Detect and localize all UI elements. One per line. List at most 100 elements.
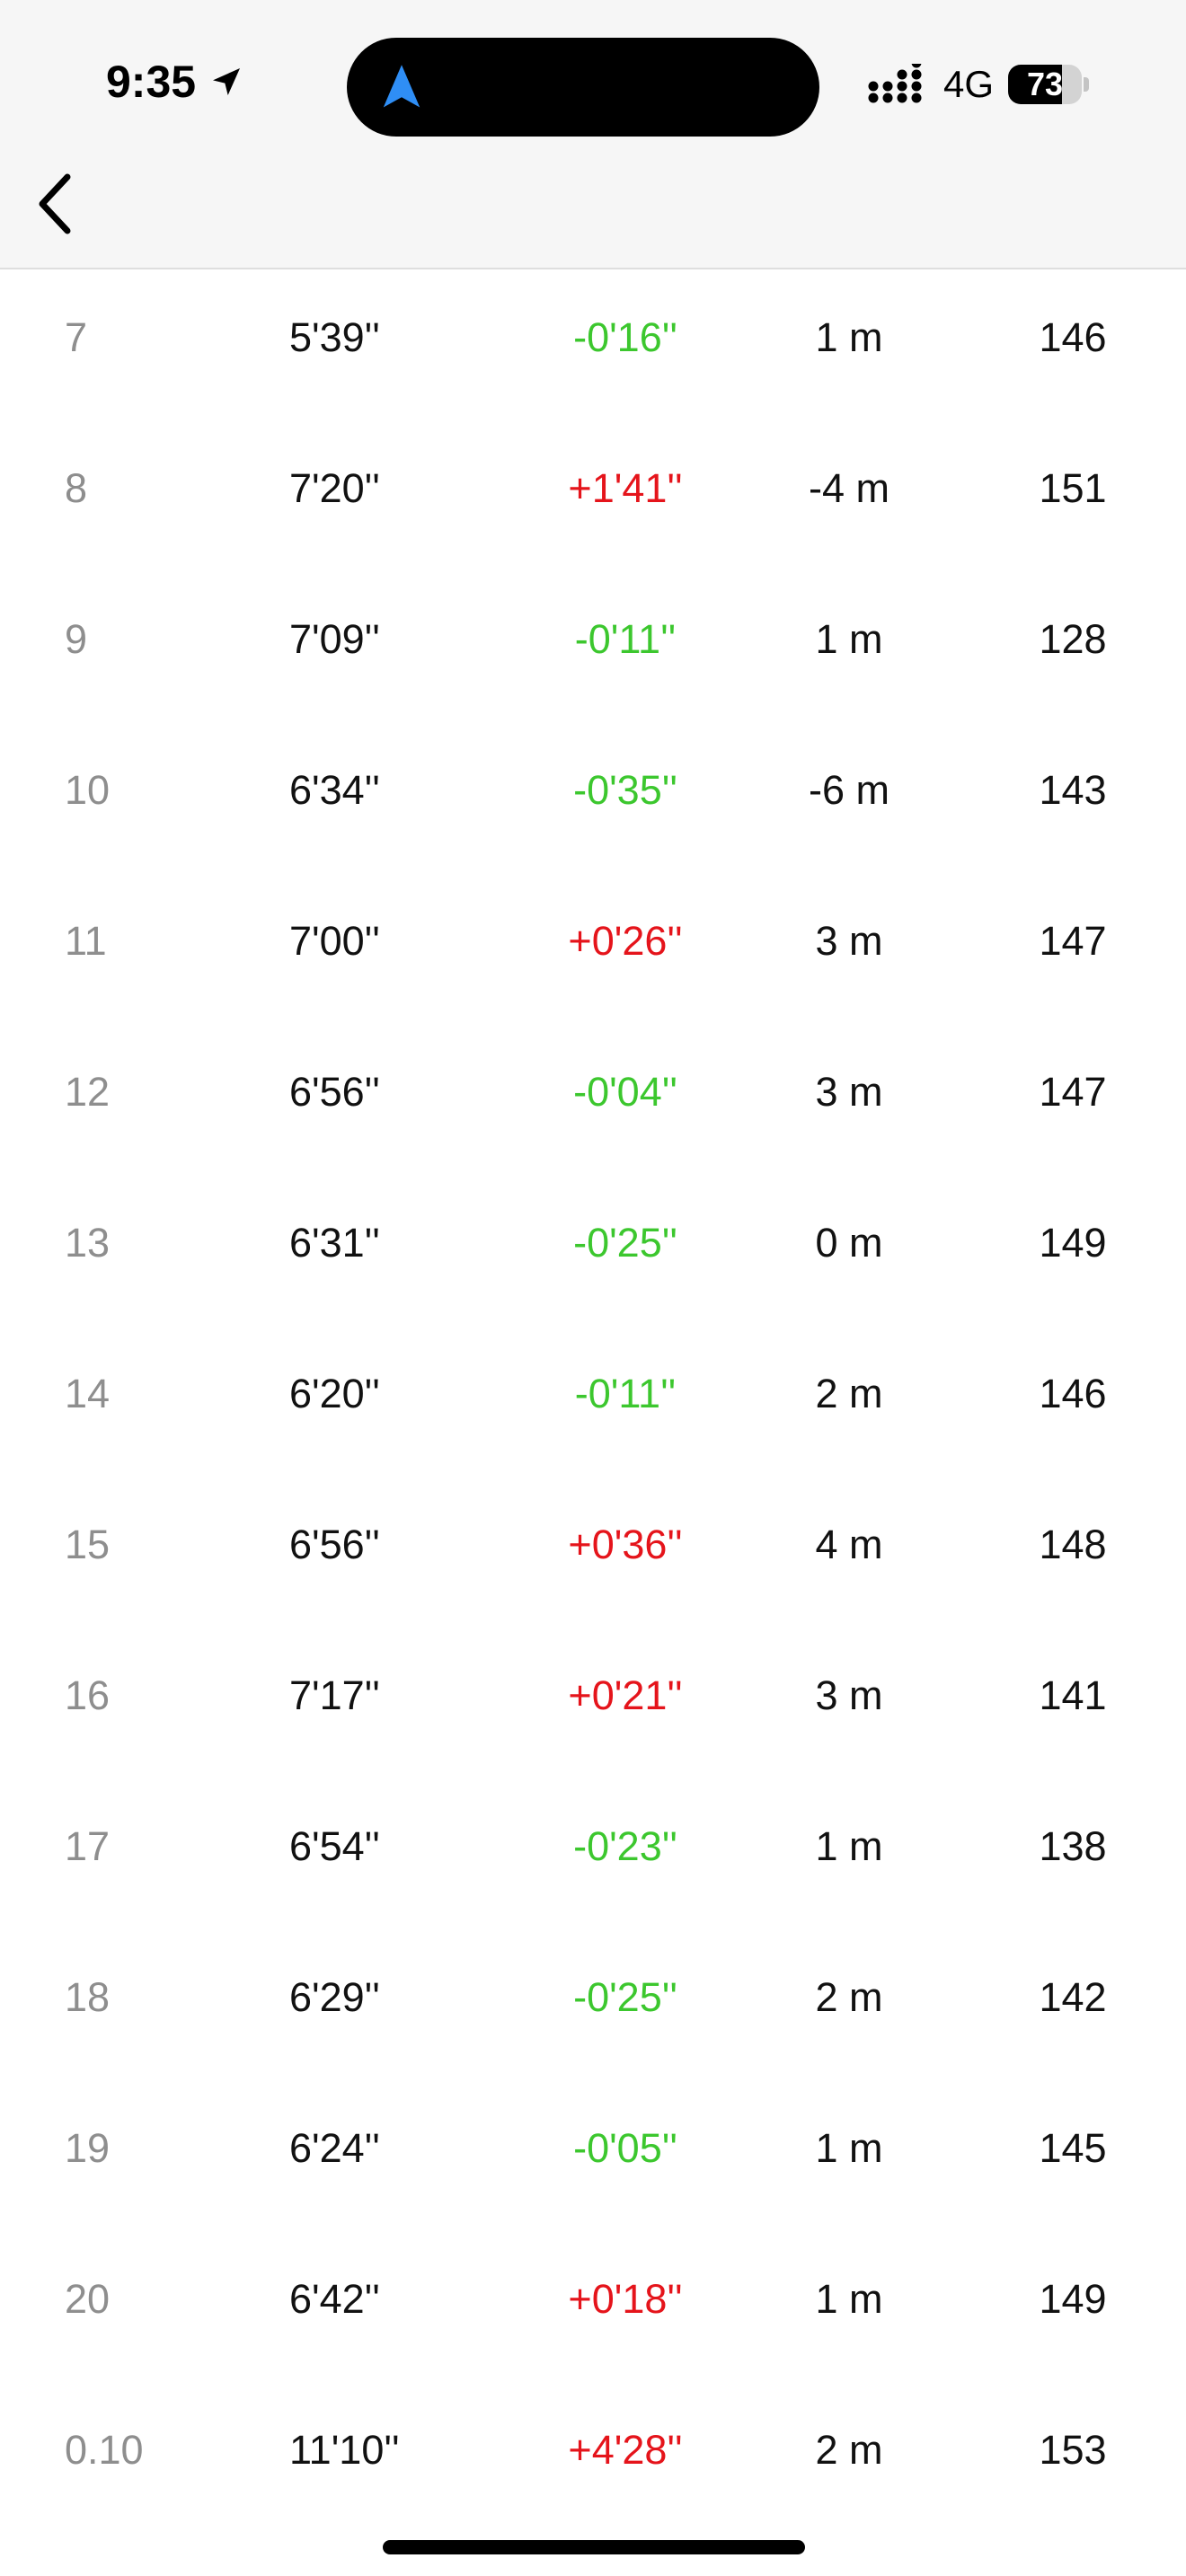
split-elevation: 1 m xyxy=(815,1823,883,1869)
split-heart-rate: 143 xyxy=(1039,767,1107,813)
split-heart-rate: 149 xyxy=(1039,2276,1107,2322)
split-pace-diff: -0'25'' xyxy=(573,1974,677,2020)
chevron-left-icon xyxy=(39,173,71,234)
split-heart-rate: 128 xyxy=(1039,616,1107,662)
split-pace-diff: -0'25'' xyxy=(573,1220,677,1266)
split-elevation: 1 m xyxy=(815,616,883,662)
top-bar: 9:35 4G 73 xyxy=(0,0,1186,269)
split-index: 0.10 xyxy=(65,2427,144,2473)
split-index: 18 xyxy=(65,1974,111,2020)
split-row: 8 7'20'' +1'41'' -4 m 151 xyxy=(0,420,1186,571)
split-row: 7 5'39'' -0'16'' 1 m 146 xyxy=(0,269,1186,420)
split-row: 13 6'31'' -0'25'' 0 m 149 xyxy=(0,1175,1186,1326)
split-row: 16 7'17'' +0'21'' 3 m 141 xyxy=(0,1628,1186,1778)
split-elevation: 2 m xyxy=(815,2427,883,2473)
split-pace: 6'56'' xyxy=(289,1522,380,1567)
battery-level: 73 xyxy=(1027,66,1064,102)
splits-list[interactable]: 7 5'39'' -0'16'' 1 m 146 8 7'20'' +1'41'' -4 m 15… xyxy=(0,269,1186,2533)
split-row: 19 6'24'' -0'05'' 1 m 145 xyxy=(0,2080,1186,2231)
navigation-arrow-icon xyxy=(383,65,420,108)
split-heart-rate: 148 xyxy=(1039,1522,1107,1567)
split-elevation: 3 m xyxy=(815,1672,883,1718)
split-pace: 6'29'' xyxy=(289,1974,380,2020)
split-heart-rate: 141 xyxy=(1039,1672,1107,1718)
split-row: 0.10 11'10'' +4'28'' 2 m 153 xyxy=(0,2382,1186,2533)
split-elevation: 1 m xyxy=(815,2276,883,2322)
split-pace: 6'56'' xyxy=(289,1069,380,1115)
split-elevation: 1 m xyxy=(815,314,883,360)
split-pace-diff: +0'36'' xyxy=(568,1522,683,1567)
split-elevation: 4 m xyxy=(815,1522,883,1567)
split-heart-rate: 151 xyxy=(1039,465,1107,511)
battery-nub xyxy=(1084,77,1090,92)
split-heart-rate: 146 xyxy=(1039,314,1107,360)
split-row: 10 6'34'' -0'35'' -6 m 143 xyxy=(0,722,1186,873)
split-index: 7 xyxy=(65,314,88,360)
split-heart-rate: 153 xyxy=(1039,2427,1107,2473)
signal-dots-icon xyxy=(868,64,922,103)
split-pace: 6'31'' xyxy=(289,1220,380,1266)
split-pace-diff: -0'16'' xyxy=(573,314,677,360)
split-pace: 7'09'' xyxy=(289,616,380,662)
home-indicator[interactable] xyxy=(383,2540,805,2554)
split-index: 15 xyxy=(65,1522,111,1567)
split-heart-rate: 138 xyxy=(1039,1823,1107,1869)
split-elevation: 2 m xyxy=(815,1371,883,1416)
location-arrow-icon xyxy=(213,68,241,95)
split-pace-diff: -0'05'' xyxy=(573,2125,677,2171)
split-index: 16 xyxy=(65,1672,111,1718)
split-row: 15 6'56'' +0'36'' 4 m 148 xyxy=(0,1477,1186,1628)
split-pace: 7'20'' xyxy=(289,465,380,511)
split-row: 14 6'20'' -0'11'' 2 m 146 xyxy=(0,1326,1186,1477)
split-index: 20 xyxy=(65,2276,111,2322)
split-pace-diff: +0'26'' xyxy=(568,918,683,964)
split-index: 8 xyxy=(65,465,88,511)
split-row: 12 6'56'' -0'04'' 3 m 147 xyxy=(0,1024,1186,1175)
split-pace: 6'54'' xyxy=(289,1823,380,1869)
split-heart-rate: 142 xyxy=(1039,1974,1107,2020)
split-pace-diff: +0'21'' xyxy=(568,1672,683,1718)
split-elevation: -4 m xyxy=(809,465,890,511)
split-pace-diff: -0'11'' xyxy=(574,1371,677,1416)
split-row: 18 6'29'' -0'25'' 2 m 142 xyxy=(0,1929,1186,2080)
status-indicators: 4G 73 xyxy=(868,63,1090,106)
split-pace-diff: +4'28'' xyxy=(568,2427,683,2473)
split-row: 17 6'54'' -0'23'' 1 m 138 xyxy=(0,1778,1186,1929)
split-heart-rate: 145 xyxy=(1039,2125,1107,2171)
split-pace: 6'24'' xyxy=(289,2125,380,2171)
split-index: 9 xyxy=(65,616,88,662)
back-button[interactable] xyxy=(23,167,86,241)
split-heart-rate: 146 xyxy=(1039,1371,1107,1416)
split-pace: 7'17'' xyxy=(289,1672,380,1718)
split-row: 11 7'00'' +0'26'' 3 m 147 xyxy=(0,873,1186,1024)
split-pace: 6'34'' xyxy=(289,767,380,813)
split-heart-rate: 149 xyxy=(1039,1220,1107,1266)
split-pace: 6'42'' xyxy=(289,2276,380,2322)
split-elevation: 2 m xyxy=(815,1974,883,2020)
status-time: 9:35 xyxy=(106,56,244,108)
split-pace: 6'20'' xyxy=(289,1371,380,1416)
split-index: 17 xyxy=(65,1823,111,1869)
split-row: 9 7'09'' -0'11'' 1 m 128 xyxy=(0,571,1186,722)
split-index: 10 xyxy=(65,767,111,813)
split-pace: 7'00'' xyxy=(289,918,380,964)
split-pace-diff: -0'11'' xyxy=(574,616,677,662)
split-elevation: 0 m xyxy=(815,1220,883,1266)
split-index: 14 xyxy=(65,1371,111,1416)
split-index: 12 xyxy=(65,1069,111,1115)
battery-fill xyxy=(1008,65,1062,104)
split-heart-rate: 147 xyxy=(1039,1069,1107,1115)
split-index: 19 xyxy=(65,2125,111,2171)
split-row: 20 6'42'' +0'18'' 1 m 149 xyxy=(0,2231,1186,2382)
status-time-text: 9:35 xyxy=(106,57,197,107)
split-index: 13 xyxy=(65,1220,111,1266)
split-elevation: 3 m xyxy=(815,1069,883,1115)
split-pace-diff: +1'41'' xyxy=(568,465,683,511)
split-elevation: -6 m xyxy=(809,767,890,813)
split-pace-diff: -0'35'' xyxy=(573,767,677,813)
split-index: 11 xyxy=(65,918,107,964)
split-pace: 11'10'' xyxy=(289,2427,400,2473)
split-elevation: 1 m xyxy=(815,2125,883,2171)
split-pace-diff: -0'04'' xyxy=(573,1069,677,1115)
split-elevation: 3 m xyxy=(815,918,883,964)
